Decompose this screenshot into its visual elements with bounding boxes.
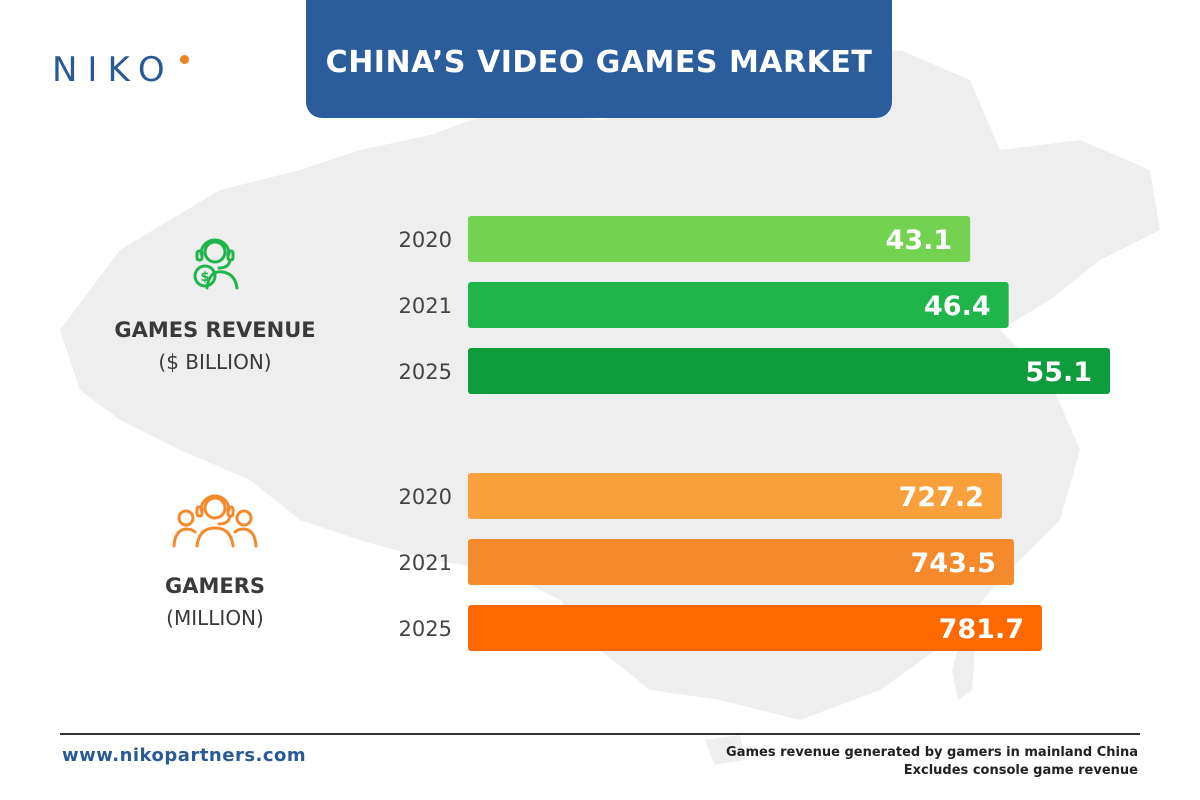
gamers-bar-2021 xyxy=(468,539,1014,585)
revenue-bar-2025 xyxy=(468,348,1110,394)
gamers-value-label: 743.5 xyxy=(911,548,996,579)
revenue-value-label: 43.1 xyxy=(886,225,953,256)
revenue-bar-2021 xyxy=(468,282,1009,328)
gamers-value-label: 781.7 xyxy=(939,614,1024,645)
gamers-year-label: 2025 xyxy=(399,617,452,641)
logo-text: NIKO xyxy=(52,50,175,90)
footer-url[interactable]: www.nikopartners.com xyxy=(62,745,307,766)
revenue-section-unit: ($ BILLION) xyxy=(158,350,272,374)
footer-note-line2: Excludes console game revenue xyxy=(903,763,1138,778)
hainan-shape xyxy=(705,735,745,765)
headset-dollar-icon: $ xyxy=(193,238,239,290)
gamers-bar-2025 xyxy=(468,605,1042,651)
gamers-year-label: 2021 xyxy=(399,551,452,575)
svg-text:$: $ xyxy=(200,270,209,285)
footer-note-line1: Games revenue generated by gamers in mai… xyxy=(726,745,1138,760)
gamers-year-label: 2020 xyxy=(399,485,452,509)
gamers-group-icon xyxy=(172,494,258,548)
gamers-section-title: GAMERS xyxy=(164,574,266,598)
title-banner xyxy=(306,0,892,118)
revenue-section-title: GAMES REVENUE xyxy=(114,318,316,342)
taiwan-shape xyxy=(952,640,975,700)
revenue-bar-2020 xyxy=(468,216,971,262)
page-title: CHINA’S VIDEO GAMES MARKET xyxy=(325,45,873,80)
logo-dot xyxy=(180,55,189,64)
revenue-year-label: 2020 xyxy=(399,228,452,252)
niko-logo: NIKO xyxy=(52,50,175,90)
gamers-section-unit: (MILLION) xyxy=(166,606,264,630)
footer-divider xyxy=(60,733,1140,735)
revenue-value-label: 55.1 xyxy=(1025,357,1092,388)
revenue-value-label: 46.4 xyxy=(924,291,991,322)
gamers-value-label: 727.2 xyxy=(899,482,984,513)
revenue-year-label: 2021 xyxy=(399,294,452,318)
revenue-year-label: 2025 xyxy=(399,360,452,384)
gamers-bar-2020 xyxy=(468,473,1002,519)
